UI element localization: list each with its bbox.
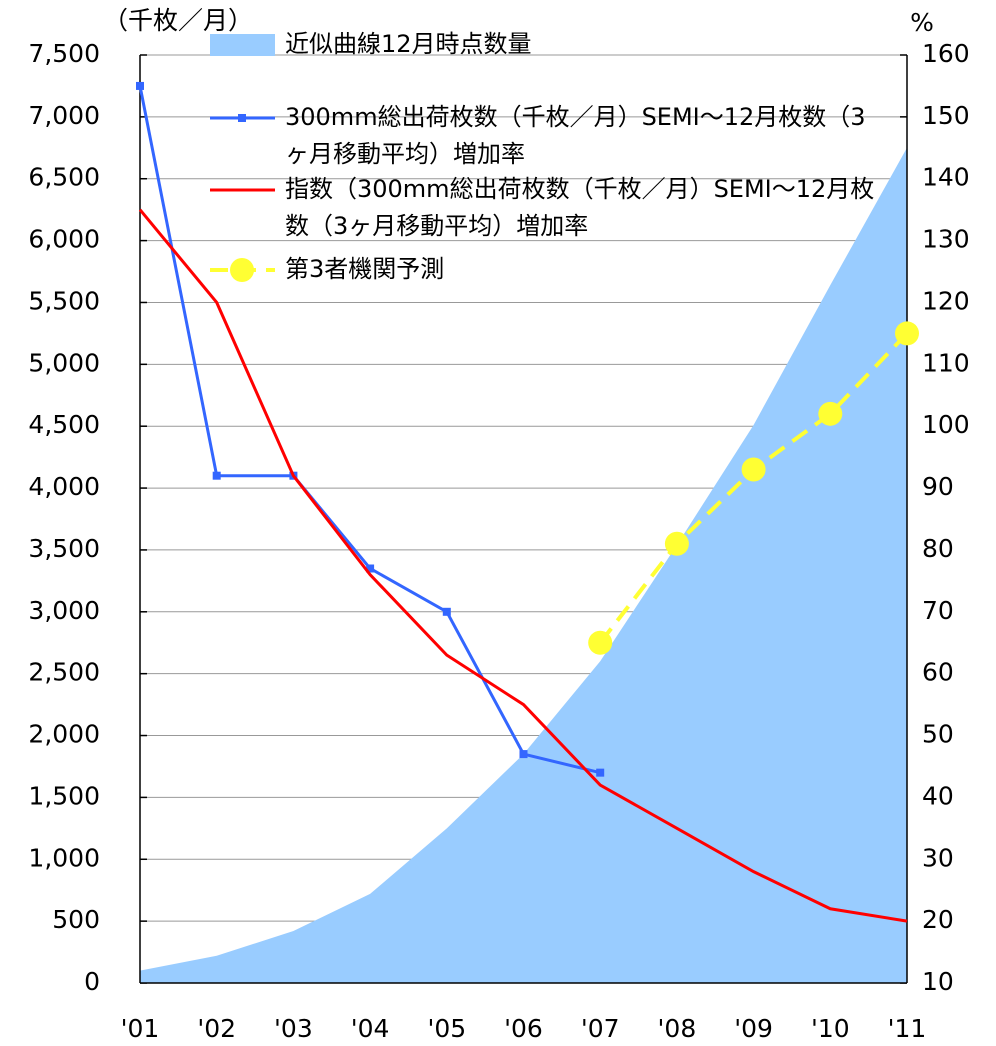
area (140, 147, 907, 984)
marker (519, 750, 528, 759)
y2-tick-label: 100 (922, 410, 970, 439)
legend-label: 近似曲線12月時点数量 (285, 30, 532, 58)
marker (818, 401, 843, 426)
x-tick-label: '02 (197, 1014, 236, 1043)
y-tick-label: 3,500 (28, 534, 100, 563)
y-tick-label: 7,000 (28, 101, 100, 130)
y-tick-label: 6,000 (28, 225, 100, 254)
x-tick-label: '03 (274, 1014, 313, 1043)
y-tick-label: 5,000 (28, 348, 100, 377)
legend-marker (238, 114, 246, 122)
y-tick-label: 3,000 (28, 596, 100, 625)
line (138, 208, 908, 923)
y2-tick-label: 10 (922, 967, 954, 996)
x-tick-label: '06 (504, 1014, 543, 1043)
x-tick-label: '01 (121, 1014, 160, 1043)
legend-label: 指数（300mm総出荷枚数（千枚／月）SEMI～12月枚数（3ヶ月移動平均）増加… (285, 175, 875, 240)
y-tick-label: 2,000 (28, 720, 100, 749)
y2-tick-label: 150 (922, 101, 970, 130)
y-tick-label: 1,500 (28, 781, 100, 810)
y2-tick-label: 120 (922, 286, 970, 315)
marker (588, 630, 613, 655)
y2-tick-label: 60 (922, 658, 954, 687)
y2-tick-label: 90 (922, 472, 954, 501)
marker (136, 81, 144, 90)
y2-tick-label: 160 (922, 39, 970, 68)
legend-label: 300mm総出荷枚数（千枚／月）SEMI～12月枚数（3ヶ月移動平均）増加率 (285, 103, 866, 168)
marker (664, 531, 689, 556)
y-tick-label: 0 (84, 967, 100, 996)
legend-label: 第3者機関予測 (285, 255, 445, 283)
y-tick-label: 2,500 (28, 658, 100, 687)
x-tick-label: '09 (734, 1014, 773, 1043)
y-tick-label: 4,000 (28, 472, 100, 501)
y2-tick-label: 110 (922, 348, 970, 377)
legend-swatch (210, 34, 275, 56)
y-axis-label: （千枚／月） (103, 6, 253, 35)
y2-tick-label: 40 (922, 781, 954, 810)
marker (366, 564, 375, 573)
y-tick-label: 4,500 (28, 410, 100, 439)
marker (741, 457, 766, 482)
x-tick-label: '10 (811, 1014, 850, 1043)
y2-tick-label: 130 (922, 225, 970, 254)
y-tick-label: 6,500 (28, 163, 100, 192)
y-tick-label: 7,500 (28, 39, 100, 68)
y2-tick-label: 70 (922, 596, 954, 625)
marker (895, 321, 919, 346)
y-tick-label: 1,000 (28, 843, 100, 872)
y2-axis-label: % (910, 8, 934, 37)
y2-tick-label: 30 (922, 843, 954, 872)
x-tick-label: '08 (658, 1014, 697, 1043)
marker (596, 768, 605, 777)
x-tick-label: '07 (581, 1014, 620, 1043)
y-tick-label: 500 (52, 905, 100, 934)
marker (442, 607, 451, 616)
y2-tick-label: 140 (922, 163, 970, 192)
marker (212, 471, 221, 480)
y2-tick-label: 50 (922, 720, 954, 749)
x-tick-label: '11 (888, 1014, 927, 1043)
legend-marker (230, 258, 254, 282)
y2-tick-label: 80 (922, 534, 954, 563)
y2-tick-label: 20 (922, 905, 954, 934)
x-tick-label: '04 (351, 1014, 390, 1043)
x-tick-label: '05 (427, 1014, 466, 1043)
y-tick-label: 5,500 (28, 286, 100, 315)
